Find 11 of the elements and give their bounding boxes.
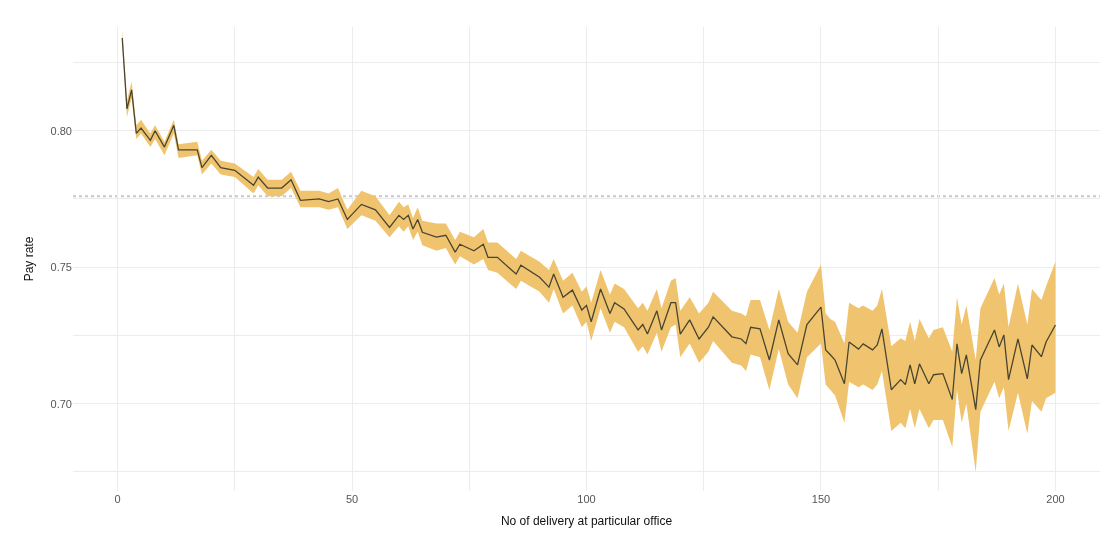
x-tick-label: 50 [345, 493, 359, 505]
y-tick-label: 0.70 [50, 397, 72, 410]
y-tick-label: 0.80 [50, 124, 72, 137]
x-tick-label: 0 [114, 493, 121, 505]
x-tick-label: 100 [577, 493, 596, 505]
x-tick-label: 200 [1046, 493, 1065, 505]
x-tick-label: 150 [811, 493, 831, 505]
y-axis-title: Pay rate [21, 236, 36, 282]
y-tick-label: 0.75 [50, 261, 72, 274]
line-series [121, 37, 1057, 411]
x-axis-title: No of delivery at particular office [500, 513, 673, 528]
